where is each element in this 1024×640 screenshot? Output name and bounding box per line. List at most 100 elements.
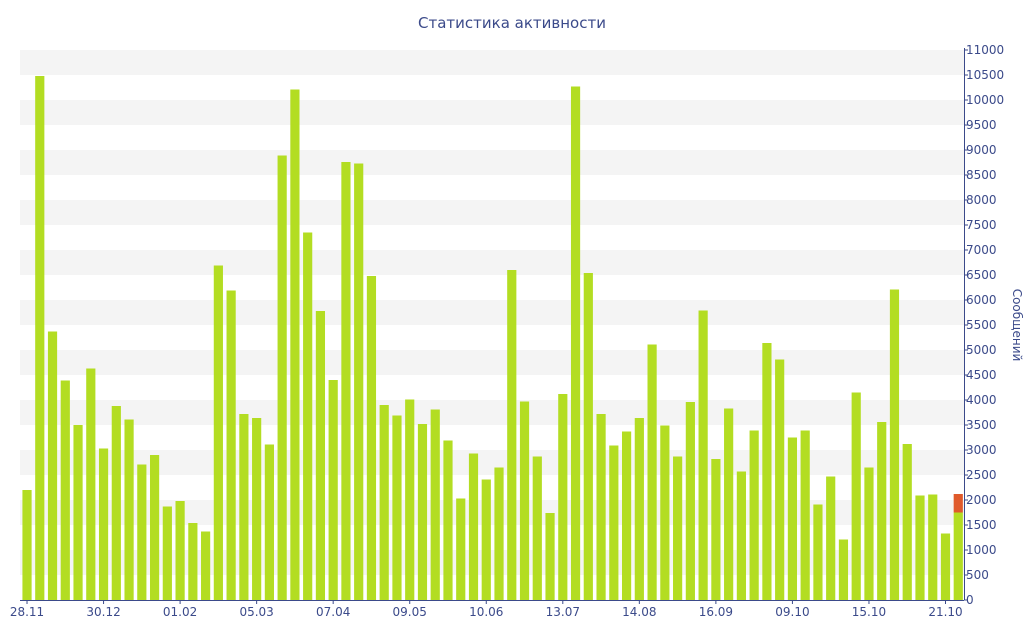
y-tick-label: 2500 [966,468,997,482]
bar [35,76,45,600]
x-tick-label: 07.04 [316,605,350,619]
bar [826,476,836,600]
x-tick-label: 09.05 [393,605,427,619]
grid-band [20,400,964,425]
x-tick-label: 30.12 [86,605,120,619]
bar [519,401,530,600]
bar [596,414,606,600]
x-tick-label: 05.03 [239,605,273,619]
bar [851,392,861,600]
bar [928,494,938,600]
y-tick-label: 4000 [966,393,997,407]
bar [303,232,313,600]
y-tick-label: 500 [966,568,989,582]
bar [660,425,670,600]
bar [532,456,542,600]
grid-band [20,100,964,125]
grid-band [20,200,964,225]
bar [354,163,364,600]
bar [915,495,925,600]
y-tick-label: 10500 [966,68,1004,82]
y-tick-label: 5500 [966,318,997,332]
bar [456,498,466,600]
bar [111,406,121,600]
bar [341,162,351,600]
bar [188,523,198,600]
bar [430,409,440,600]
bar [813,504,823,600]
bar [711,459,721,600]
y-tick-label: 3500 [966,418,997,432]
bar [175,501,185,600]
y-tick-label: 11000 [966,43,1004,57]
bar [621,431,632,600]
bar [315,311,326,600]
bar [366,276,377,600]
axes [20,48,968,604]
x-tick-label: 28.11 [10,605,44,619]
bar [226,290,236,600]
bar [201,531,211,600]
y-tick-label: 3000 [966,443,997,457]
bar [124,419,134,600]
bar [698,310,708,600]
y-tick-label: 4500 [966,368,997,382]
highlight-bar-group [953,494,963,600]
y-tick-label: 6000 [966,293,997,307]
y-tick-label: 1500 [966,518,997,532]
bar [98,448,109,600]
bar [749,430,759,600]
y-tick-label: 9500 [966,118,997,132]
bar [864,467,874,600]
bar [889,289,900,600]
bar [724,408,734,600]
bar [213,265,223,600]
bar [762,343,772,600]
bar [634,418,644,600]
bar [583,273,593,600]
highlight-bar [953,494,963,513]
bar [405,399,415,600]
bar [838,539,849,600]
bar [494,467,504,600]
y-tick-label: 8500 [966,168,997,182]
bars [22,76,951,600]
y-tick-label: 8000 [966,193,997,207]
bar [22,490,32,600]
bar [392,415,402,600]
bar [545,513,555,600]
grid-band [20,350,964,375]
grid-band [20,150,964,175]
grid-band [20,450,964,475]
bar [162,506,172,600]
y-axis-title: Сообщений [1010,289,1024,362]
bar [290,89,300,600]
grid-band [20,250,964,275]
y-tick-label: 10000 [966,93,1004,107]
y-tick-label: 0 [966,593,974,607]
grid-band [20,50,964,75]
x-tick-label: 10.06 [469,605,503,619]
bar [137,464,147,600]
x-tick-label: 16.09 [699,605,733,619]
bar [379,405,389,600]
y-tick-label: 6500 [966,268,997,282]
bar [558,394,568,600]
bar [252,418,262,600]
x-tick-label: 13.07 [546,605,580,619]
chart-title: Статистика активности [418,14,606,32]
x-tick-label: 09.10 [775,605,809,619]
bar [481,479,491,600]
y-tick-labels: 0 500 1000 1500 2000 2500 3000 3500 4000 4500 5000… [966,43,1004,607]
bar [277,155,287,600]
grid-band [20,300,964,325]
bar [73,425,83,600]
bar [149,455,160,600]
x-tick-label: 14.08 [622,605,656,619]
bar [685,402,695,600]
bar [239,414,249,600]
y-tick-label: 1000 [966,543,997,557]
bar [787,437,798,600]
x-tick-labels: 28.11 30.12 01.02 05.03 07.04 09.05 10.06 13.07… [10,605,963,619]
